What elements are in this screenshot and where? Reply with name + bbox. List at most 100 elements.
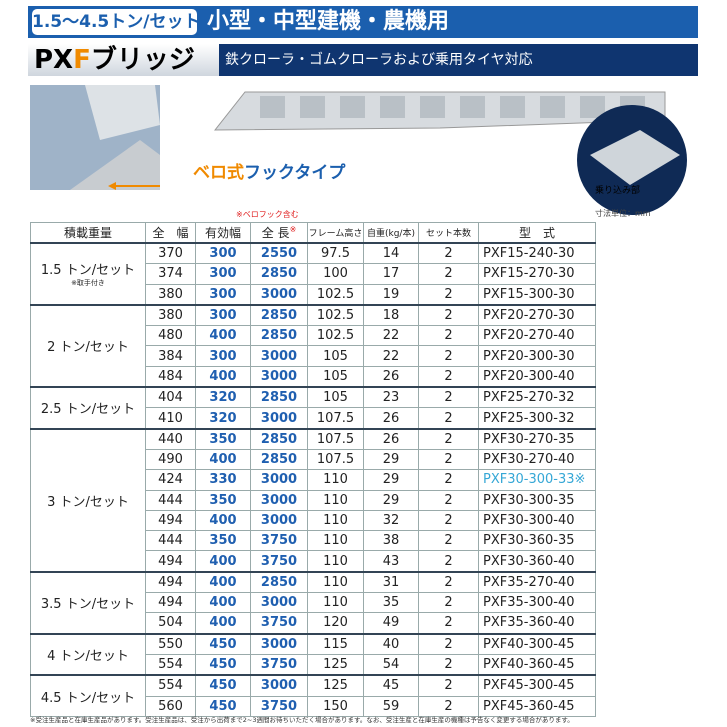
- subtitle: 鉄クローラ・ゴムクローラおよび乗用タイヤ対応: [225, 52, 533, 68]
- table-cell: 444: [145, 489, 196, 511]
- table-cell: PXF30-270-35: [478, 427, 596, 450]
- table-cell: 26: [363, 407, 419, 430]
- table-cell: 29: [363, 469, 419, 491]
- table-row: 410 320 3000 107.5 26 2 PXF25-300-32: [31, 407, 596, 430]
- load-label: 1.5 トン/セット: [40, 263, 136, 279]
- table-cell: PXF30-270-40: [478, 448, 596, 471]
- table-cell: PXF30-300-35: [478, 489, 596, 511]
- table-cell: 554: [145, 674, 196, 697]
- table-cell: PXF40-360-45: [478, 653, 596, 676]
- table-cell: 400: [195, 325, 251, 347]
- table-cell: 107.5: [307, 427, 364, 450]
- table-cell: 19: [363, 283, 419, 306]
- table-cell: 350: [195, 427, 251, 450]
- table-row: 444 350 3000 110 29 2 PXF30-300-35: [31, 489, 596, 511]
- table-row: 384 300 3000 105 22 2 PXF20-300-30: [31, 345, 596, 367]
- table-cell: 554: [145, 653, 196, 676]
- column-header: 積載重量: [30, 222, 146, 244]
- table-cell: 400: [195, 592, 251, 614]
- table-cell: 380: [145, 303, 196, 327]
- table-cell: PXF25-270-32: [478, 386, 596, 409]
- table-cell: 26: [363, 365, 419, 388]
- table-row: 2 トン/セット 380 300 2850 102.5 18 2 PXF20-270-30: [30, 303, 596, 388]
- table-row: 380 300 3000 102.5 19 2 PXF15-300-30: [31, 283, 596, 306]
- table-cell: 480: [145, 325, 196, 347]
- column-header: フレーム高さ: [307, 222, 364, 244]
- product-name: PXFブリッジ: [28, 44, 219, 76]
- table-cell: PXF45-300-45: [478, 674, 596, 697]
- table-cell: 300: [195, 242, 251, 265]
- load-cell: 2 トン/セット: [30, 303, 146, 388]
- table-cell: 115: [307, 632, 364, 655]
- table-cell: 2: [418, 448, 479, 471]
- boarding-caption: 乗り込み部: [595, 186, 641, 196]
- table-cell: 3000: [250, 632, 308, 655]
- table-cell: PXF20-300-30: [478, 345, 596, 367]
- table-cell: 102.5: [307, 283, 364, 306]
- table-cell: 2850: [250, 427, 308, 450]
- table-cell: 31: [363, 570, 419, 594]
- table-cell: 300: [195, 345, 251, 367]
- load-cell: 1.5 トン/セット ※取手付き: [30, 242, 146, 306]
- table-cell: PXF30-360-40: [478, 550, 596, 573]
- table-row: 4 トン/セット 550 450 3000 115 40 2 PXF40-300-45: [30, 632, 596, 676]
- table-cell: PXF30-300-40: [478, 509, 596, 532]
- table-row: 2.5 トン/セット 404 320 2850 105 23 2 PXF25-270-32: [30, 386, 596, 430]
- table-cell: 105: [307, 365, 364, 388]
- table-cell: 2: [418, 612, 479, 635]
- table-cell: 400: [195, 550, 251, 573]
- table-cell: 18: [363, 303, 419, 327]
- table-cell: 110: [307, 550, 364, 573]
- table-row: 3.5 トン/セット 494 400 2850 110 31 2 PXF35-270-40: [30, 570, 596, 635]
- table-cell: 3000: [250, 365, 308, 388]
- table-row: 3 トン/セット 440 350 2850 107.5 26 2 PXF30-270-35: [30, 427, 596, 573]
- load-cell: 4.5 トン/セット: [30, 674, 146, 717]
- table-cell: 380: [145, 283, 196, 306]
- header-row: 積載重量全 幅有効幅全 長※ フレーム高さ 自重(kg/本) セット本数型 式: [30, 222, 596, 244]
- table-cell: 102.5: [307, 325, 364, 347]
- product-images: [30, 85, 687, 215]
- table-cell: 2: [418, 325, 479, 347]
- table-cell: 494: [145, 570, 196, 594]
- table-cell: 45: [363, 674, 419, 697]
- table-cell: 102.5: [307, 303, 364, 327]
- product-prefix: PX: [34, 45, 74, 75]
- table-cell: 110: [307, 570, 364, 594]
- table-cell: 40: [363, 632, 419, 655]
- table-cell: 120: [307, 612, 364, 635]
- load-label: 3 トン/セット: [47, 494, 129, 510]
- table-cell: 400: [195, 570, 251, 594]
- table-row: 504 400 3750 120 49 2 PXF35-360-40: [31, 612, 596, 635]
- hook-type: ベロ式フックタイプ: [165, 160, 393, 186]
- table-cell: 2: [418, 303, 479, 327]
- table-cell: 484: [145, 365, 196, 388]
- table-cell: PXF45-360-45: [478, 695, 596, 717]
- table-cell: PXF15-300-30: [478, 283, 596, 306]
- load-cell: 2.5 トン/セット: [30, 386, 146, 430]
- product-mid: F: [73, 45, 91, 75]
- table-cell: 494: [145, 509, 196, 532]
- table-cell: 400: [195, 509, 251, 532]
- table-cell: 110: [307, 530, 364, 552]
- table-cell: 494: [145, 592, 196, 614]
- table-cell: 300: [195, 283, 251, 306]
- table-cell: 550: [145, 632, 196, 655]
- table-cell: PXF20-270-30: [478, 303, 596, 327]
- column-header: 型 式: [478, 222, 596, 244]
- table-cell: 97.5: [307, 242, 364, 265]
- load-label: 4 トン/セット: [47, 648, 129, 664]
- table-cell: 2: [418, 427, 479, 450]
- table-cell: 105: [307, 386, 364, 409]
- table-cell: 43: [363, 550, 419, 573]
- table-cell: 110: [307, 489, 364, 511]
- table-row: 490 400 2850 107.5 29 2 PXF30-270-40: [31, 448, 596, 471]
- table-cell: 32: [363, 509, 419, 532]
- table-cell: 330: [195, 469, 251, 491]
- table-cell: 490: [145, 448, 196, 471]
- table-cell: 29: [363, 448, 419, 471]
- table-cell: 3000: [250, 509, 308, 532]
- table-cell: 450: [195, 674, 251, 697]
- table-cell: 49: [363, 612, 419, 635]
- table-cell: 35: [363, 592, 419, 614]
